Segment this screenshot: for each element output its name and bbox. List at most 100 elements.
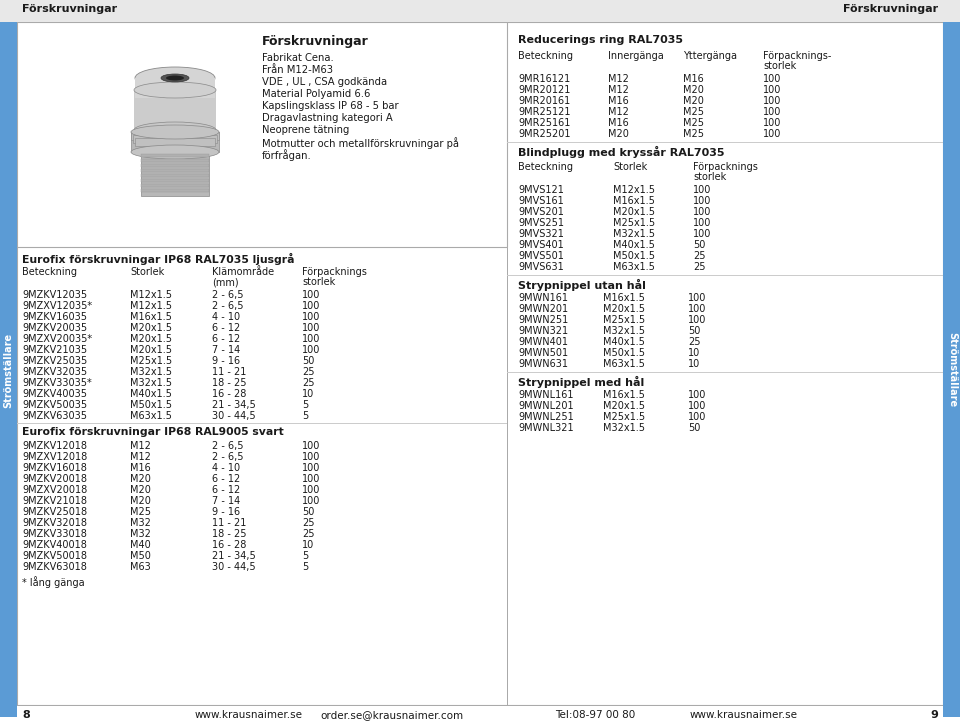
Text: M16x1.5: M16x1.5 <box>613 196 655 206</box>
Text: order.se@krausnaimer.com: order.se@krausnaimer.com <box>320 710 463 720</box>
Text: M32x1.5: M32x1.5 <box>603 326 645 336</box>
Text: 100: 100 <box>302 323 321 333</box>
Text: 9MR25161: 9MR25161 <box>518 118 570 128</box>
Text: 4 - 10: 4 - 10 <box>212 463 240 473</box>
Text: 9MZKV63035: 9MZKV63035 <box>22 411 87 421</box>
Bar <box>141 179 209 182</box>
Text: 9MWN501: 9MWN501 <box>518 348 568 358</box>
Text: M16: M16 <box>608 118 629 128</box>
Text: 9MVS161: 9MVS161 <box>518 196 564 206</box>
Text: M32x1.5: M32x1.5 <box>603 423 645 433</box>
Text: Material Polyamid 6.6: Material Polyamid 6.6 <box>262 89 371 99</box>
Text: 9MZKV20018: 9MZKV20018 <box>22 474 87 484</box>
Text: M12x1.5: M12x1.5 <box>130 290 172 300</box>
Text: 18 - 25: 18 - 25 <box>212 529 247 539</box>
Text: M16: M16 <box>130 463 151 473</box>
Ellipse shape <box>135 67 215 89</box>
Text: M25x1.5: M25x1.5 <box>603 315 645 325</box>
Text: 9MR20121: 9MR20121 <box>518 85 570 95</box>
Text: M25: M25 <box>683 118 704 128</box>
Text: M25: M25 <box>683 107 704 117</box>
Text: 100: 100 <box>302 312 321 322</box>
Text: 18 - 25: 18 - 25 <box>212 378 247 388</box>
Text: 100: 100 <box>693 229 711 239</box>
Text: 100: 100 <box>688 315 707 325</box>
Ellipse shape <box>134 122 216 138</box>
Text: Fabrikat Cena.: Fabrikat Cena. <box>262 53 334 63</box>
Text: 9MZXV20035*: 9MZXV20035* <box>22 334 92 344</box>
Text: Strömställare: Strömställare <box>947 333 957 407</box>
Text: 100: 100 <box>688 412 707 422</box>
Text: 100: 100 <box>302 334 321 344</box>
Text: Förpacknings: Förpacknings <box>302 267 367 277</box>
Bar <box>0 0 960 22</box>
Text: Strypnippel med hål: Strypnippel med hål <box>518 376 644 388</box>
Text: M20: M20 <box>608 129 629 139</box>
Text: 25: 25 <box>302 529 315 539</box>
Ellipse shape <box>131 145 219 159</box>
Bar <box>507 275 943 276</box>
Text: 25: 25 <box>693 251 706 261</box>
Ellipse shape <box>131 125 219 139</box>
Text: M20x1.5: M20x1.5 <box>603 304 645 314</box>
Text: M63x1.5: M63x1.5 <box>130 411 172 421</box>
Text: 9MZKV12035: 9MZKV12035 <box>22 290 87 300</box>
Text: Förskruvningar: Förskruvningar <box>843 4 938 14</box>
Bar <box>133 135 217 143</box>
Text: VDE , UL , CSA godkända: VDE , UL , CSA godkända <box>262 77 387 87</box>
Text: 9MVS201: 9MVS201 <box>518 207 564 217</box>
Bar <box>943 22 960 717</box>
Ellipse shape <box>134 82 216 98</box>
Text: 100: 100 <box>693 218 711 228</box>
Text: 9MVS121: 9MVS121 <box>518 185 564 195</box>
Text: 50: 50 <box>688 423 701 433</box>
Text: Förskruvningar: Förskruvningar <box>262 35 369 48</box>
Text: 25: 25 <box>688 337 701 347</box>
Text: 100: 100 <box>302 474 321 484</box>
Text: 100: 100 <box>302 290 321 300</box>
Text: 100: 100 <box>688 390 707 400</box>
Text: 9MZKV25035: 9MZKV25035 <box>22 356 87 366</box>
Text: (mm): (mm) <box>212 277 239 287</box>
Text: 9MWN161: 9MWN161 <box>518 293 568 303</box>
Text: storlek: storlek <box>763 61 796 71</box>
Text: M25: M25 <box>683 129 704 139</box>
Text: 8: 8 <box>22 710 30 720</box>
Text: 9MVS501: 9MVS501 <box>518 251 564 261</box>
Text: M12: M12 <box>130 452 151 462</box>
Text: M63x1.5: M63x1.5 <box>613 262 655 272</box>
Text: 7 - 14: 7 - 14 <box>212 496 240 506</box>
Bar <box>134 90 216 130</box>
Text: 9MZKV21035: 9MZKV21035 <box>22 345 87 355</box>
Text: Beteckning: Beteckning <box>518 162 573 172</box>
Bar <box>141 169 209 172</box>
Text: M50x1.5: M50x1.5 <box>603 348 645 358</box>
Text: M20: M20 <box>130 485 151 495</box>
Text: M16: M16 <box>608 96 629 106</box>
Text: 100: 100 <box>693 207 711 217</box>
Text: 100: 100 <box>688 304 707 314</box>
Ellipse shape <box>166 75 184 80</box>
Text: M16x1.5: M16x1.5 <box>130 312 172 322</box>
Bar <box>17 423 507 424</box>
Text: 9MWN401: 9MWN401 <box>518 337 568 347</box>
Text: M20x1.5: M20x1.5 <box>130 345 172 355</box>
Text: M25x1.5: M25x1.5 <box>130 356 172 366</box>
Text: M40x1.5: M40x1.5 <box>130 389 172 399</box>
Bar <box>17 247 507 248</box>
Text: M16: M16 <box>683 74 704 84</box>
Text: 9MZXV12035*: 9MZXV12035* <box>22 301 92 311</box>
Bar <box>135 138 215 146</box>
Text: Eurofix förskruvningar IP68 RAL9005 svart: Eurofix förskruvningar IP68 RAL9005 svar… <box>22 427 284 437</box>
Text: 10: 10 <box>688 359 700 369</box>
Text: 5: 5 <box>302 400 308 410</box>
Text: 11 - 21: 11 - 21 <box>212 367 247 377</box>
Text: Yttergänga: Yttergänga <box>683 51 737 61</box>
Bar <box>141 164 209 167</box>
Text: Kapslingsklass IP 68 - 5 bar: Kapslingsklass IP 68 - 5 bar <box>262 101 398 111</box>
Text: M12: M12 <box>130 441 151 451</box>
Text: 9MWN201: 9MWN201 <box>518 304 568 314</box>
Text: M12: M12 <box>608 85 629 95</box>
Text: 50: 50 <box>302 507 314 517</box>
Text: 9MWN251: 9MWN251 <box>518 315 568 325</box>
